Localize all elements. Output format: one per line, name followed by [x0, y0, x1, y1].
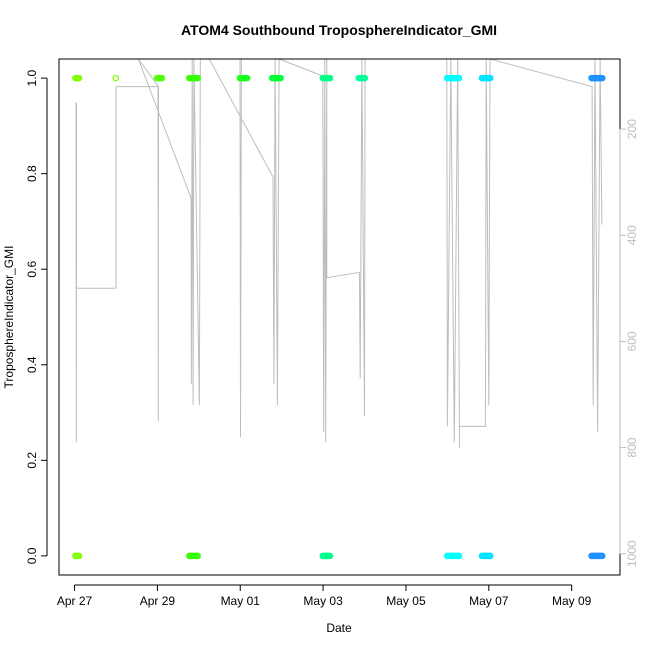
- data-point: [75, 552, 83, 560]
- secondary-tick-label: 1000: [625, 540, 639, 567]
- data-point: [361, 74, 369, 82]
- chart-title: ATOM4 Southbound TroposphereIndicator_GM…: [181, 22, 497, 38]
- y-tick-label: 0.2: [25, 452, 39, 469]
- y-tick-label: 1.0: [25, 69, 39, 86]
- secondary-tick-label: 400: [625, 225, 639, 245]
- data-point: [487, 552, 494, 560]
- pressure-profile-line: [75, 58, 603, 448]
- plot-frame: [58, 58, 621, 576]
- data-point: [75, 74, 83, 82]
- y-axis-label: TroposphereIndicator_GMI: [2, 246, 16, 389]
- data-point: [487, 74, 494, 82]
- data-point: [326, 74, 334, 82]
- data-point: [455, 74, 463, 82]
- data-point: [326, 552, 334, 560]
- x-tick-label: May 05: [386, 594, 426, 608]
- data-point: [194, 552, 201, 560]
- plot-area: Apr 27 Apr 29 May 01 May 03 May 05 May 07 May …: [25, 58, 639, 608]
- data-point: [112, 74, 119, 82]
- y-tick-label: 0.0: [25, 547, 39, 564]
- x-tick-label: Apr 27: [57, 594, 93, 608]
- secondary-tick-label: 800: [625, 437, 639, 457]
- y-tick-label: 0.8: [25, 165, 39, 182]
- secondary-tick-label: 600: [625, 331, 639, 351]
- data-point: [243, 74, 251, 82]
- x-tick-label: Apr 29: [140, 594, 176, 608]
- x-axis-label: Date: [326, 621, 352, 635]
- data-point: [599, 74, 606, 82]
- x-tick-label: May 01: [221, 594, 261, 608]
- data-point: [277, 74, 284, 82]
- y-tick-label: 0.6: [25, 261, 39, 278]
- data-point: [455, 552, 463, 560]
- y-tick-label: 0.4: [25, 356, 39, 373]
- data-point: [599, 552, 606, 560]
- data-point: [158, 74, 166, 82]
- x-tick-label: May 03: [303, 594, 343, 608]
- x-tick-label: May 09: [552, 594, 592, 608]
- data-point: [194, 74, 201, 82]
- x-tick-label: May 07: [469, 594, 509, 608]
- secondary-tick-label: 200: [625, 119, 639, 139]
